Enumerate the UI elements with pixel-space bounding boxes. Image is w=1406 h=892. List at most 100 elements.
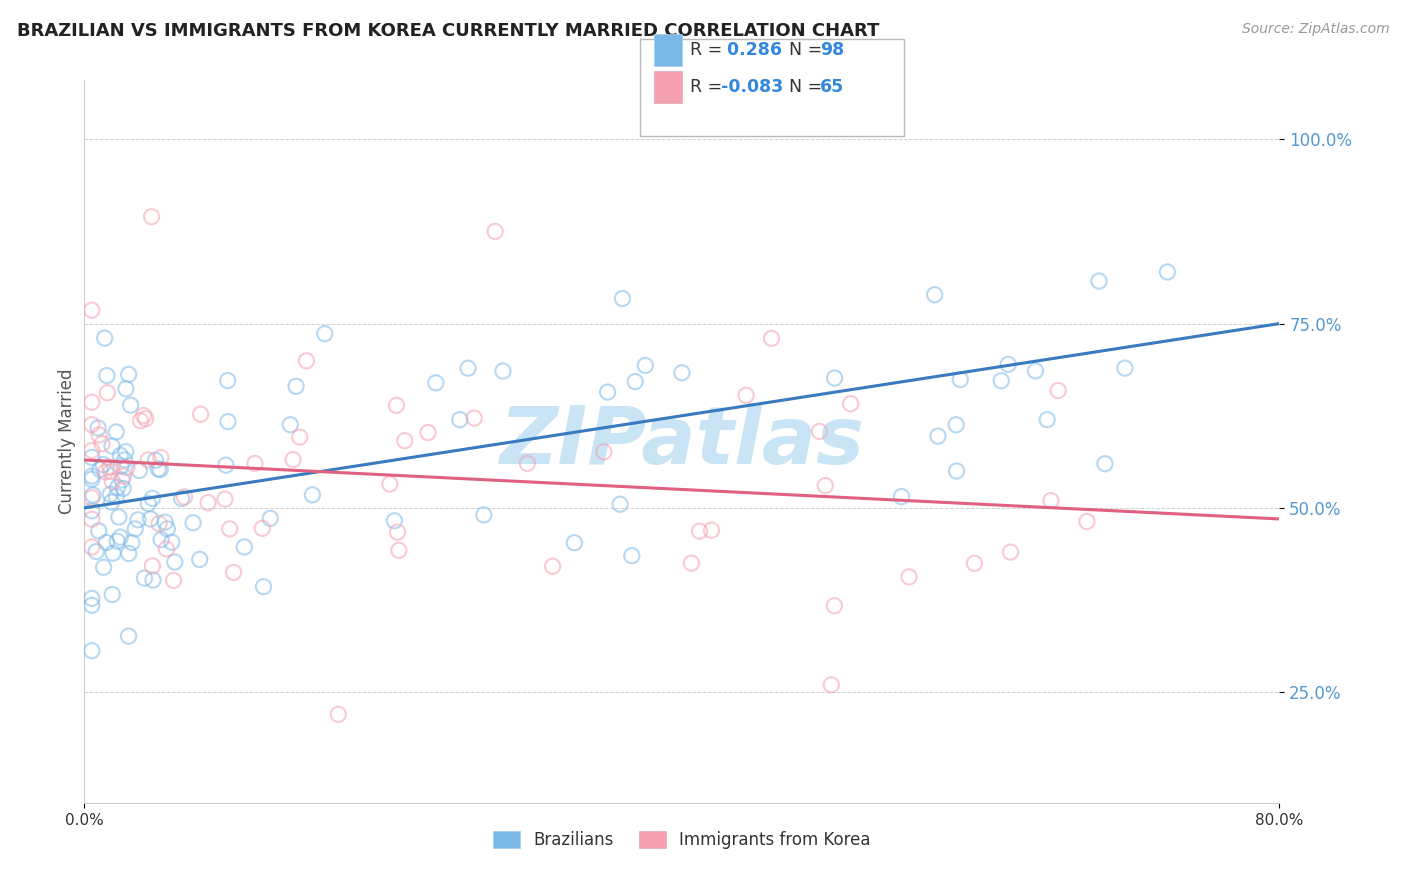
Point	[472, 508, 495, 522]
Text: R =: R =	[690, 41, 728, 59]
Point	[1114, 361, 1136, 376]
Point	[949, 372, 972, 386]
Legend: Brazilians, Immigrants from Korea: Brazilians, Immigrants from Korea	[486, 824, 877, 856]
Point	[388, 543, 411, 558]
Point	[839, 397, 862, 411]
Point	[105, 425, 128, 439]
Point	[120, 398, 142, 412]
Point	[87, 427, 110, 442]
Point	[149, 450, 172, 465]
Point	[160, 535, 183, 549]
Point	[214, 492, 236, 507]
Point	[1088, 274, 1111, 288]
Point	[541, 559, 564, 574]
Point	[101, 546, 124, 560]
Point	[80, 504, 103, 518]
Point	[385, 399, 408, 413]
Point	[98, 460, 121, 475]
Point	[463, 411, 485, 425]
Point	[82, 488, 104, 502]
Text: ZIPatlas: ZIPatlas	[499, 402, 865, 481]
Point	[1094, 457, 1116, 471]
Point	[87, 421, 110, 435]
Point	[100, 465, 122, 479]
Point	[285, 379, 308, 393]
Point	[105, 490, 128, 504]
Point	[689, 524, 711, 538]
Point	[233, 540, 256, 554]
Text: 0.286: 0.286	[721, 41, 782, 59]
Point	[820, 678, 842, 692]
Text: N =: N =	[789, 41, 828, 59]
Point	[808, 425, 831, 439]
Point	[91, 458, 114, 472]
Point	[814, 478, 837, 492]
Point	[80, 599, 103, 613]
Point	[735, 388, 758, 402]
Point	[96, 368, 118, 383]
Point	[136, 453, 159, 467]
Point	[153, 515, 176, 529]
Point	[252, 521, 274, 535]
Point	[898, 570, 921, 584]
Point	[761, 331, 783, 345]
Point	[457, 361, 479, 376]
Point	[80, 491, 103, 505]
Point	[100, 487, 122, 501]
Point	[135, 411, 157, 425]
Point	[1047, 384, 1070, 398]
Point	[1036, 412, 1059, 426]
Point	[624, 375, 647, 389]
Point	[1024, 364, 1046, 378]
Point	[148, 516, 170, 531]
Point	[1039, 493, 1062, 508]
Point	[80, 303, 103, 318]
Point	[128, 464, 150, 478]
Point	[101, 588, 124, 602]
Point	[80, 443, 103, 458]
Point	[449, 412, 471, 426]
Text: -0.083: -0.083	[721, 78, 783, 96]
Point	[823, 599, 845, 613]
Text: 98: 98	[820, 41, 844, 59]
Point	[243, 457, 266, 471]
Point	[96, 535, 118, 549]
Point	[890, 490, 912, 504]
Text: BRAZILIAN VS IMMIGRANTS FROM KOREA CURRENTLY MARRIED CORRELATION CHART: BRAZILIAN VS IMMIGRANTS FROM KOREA CURRE…	[17, 22, 879, 40]
Point	[188, 552, 211, 566]
Point	[132, 409, 155, 423]
Point	[217, 415, 239, 429]
Point	[927, 429, 949, 443]
Point	[96, 385, 118, 400]
Point	[129, 414, 152, 428]
Point	[328, 707, 350, 722]
Point	[681, 556, 703, 570]
Point	[91, 436, 114, 450]
Point	[149, 462, 172, 476]
Point	[117, 368, 139, 382]
Point	[1000, 545, 1022, 559]
Point	[997, 357, 1019, 371]
Point	[80, 450, 103, 465]
Point	[101, 439, 124, 453]
Point	[115, 460, 138, 475]
Point	[107, 480, 129, 494]
Point	[150, 533, 173, 547]
Point	[596, 385, 619, 400]
Point	[562, 535, 585, 549]
Point	[80, 469, 103, 483]
Point	[87, 524, 110, 538]
Point	[671, 366, 693, 380]
Point	[134, 571, 156, 585]
Point	[295, 353, 318, 368]
Point	[170, 491, 193, 506]
Point	[217, 374, 239, 388]
Point	[281, 452, 304, 467]
Point	[118, 546, 141, 560]
Point	[110, 459, 132, 474]
Point	[387, 525, 409, 540]
Text: Source: ZipAtlas.com: Source: ZipAtlas.com	[1241, 22, 1389, 37]
Point	[425, 376, 447, 390]
Point	[288, 430, 311, 444]
Point	[416, 425, 439, 440]
